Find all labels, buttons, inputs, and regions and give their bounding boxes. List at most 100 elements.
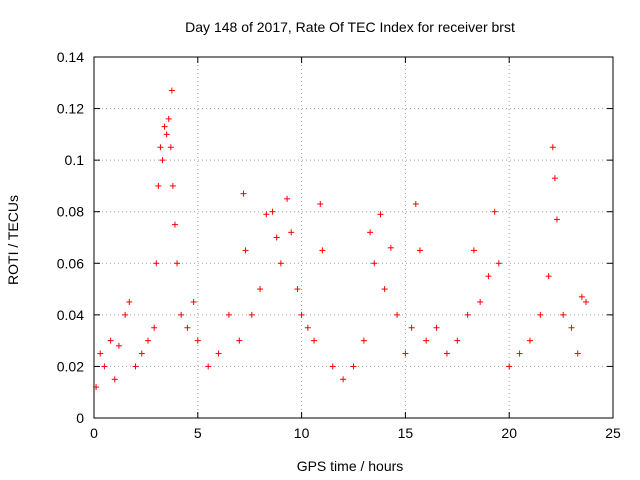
data-point	[163, 131, 170, 138]
data-point	[495, 260, 502, 267]
x-tick-label: 20	[501, 425, 517, 441]
data-point	[553, 216, 560, 223]
data-point	[151, 324, 158, 331]
data-point	[168, 87, 175, 94]
data-point	[169, 182, 176, 189]
x-axis-label: GPS time / hours	[297, 458, 404, 474]
y-tick-label: 0.02	[57, 358, 84, 374]
y-tick-label: 0.04	[57, 307, 84, 323]
data-point	[360, 337, 367, 344]
data-point	[97, 350, 104, 357]
data-point	[367, 229, 374, 236]
data-point	[394, 311, 401, 318]
data-point	[545, 273, 552, 280]
data-point	[153, 260, 160, 267]
data-point	[298, 311, 305, 318]
data-point	[551, 175, 558, 182]
data-point	[257, 286, 264, 293]
y-tick-label: 0.08	[57, 204, 84, 220]
data-point	[167, 144, 174, 151]
data-point	[215, 350, 222, 357]
data-point	[277, 260, 284, 267]
data-point	[526, 337, 533, 344]
grid-lines	[94, 57, 613, 418]
data-point	[443, 350, 450, 357]
data-point	[93, 384, 100, 391]
data-point	[574, 350, 581, 357]
data-point	[269, 208, 276, 215]
data-point	[107, 337, 114, 344]
chart-title: Day 148 of 2017, Rate Of TEC Index for r…	[185, 19, 515, 35]
y-tick-label: 0.06	[57, 255, 84, 271]
x-tick-label: 15	[398, 425, 414, 441]
data-point	[317, 200, 324, 207]
x-tick-label: 25	[605, 425, 621, 441]
data-point	[516, 350, 523, 357]
data-point	[194, 337, 201, 344]
data-point	[583, 298, 590, 305]
y-axis-label: ROTI / TECUs	[5, 195, 21, 285]
data-point	[284, 195, 291, 202]
data-point	[263, 211, 270, 218]
data-point	[161, 123, 168, 130]
data-point	[174, 260, 181, 267]
data-point	[319, 247, 326, 254]
plot-frame	[93, 56, 614, 419]
data-point	[111, 376, 118, 383]
y-tick-label: 0.14	[57, 49, 84, 65]
y-tick-label: 0.12	[57, 101, 84, 117]
y-tick-label: 0	[76, 410, 84, 426]
data-point	[568, 324, 575, 331]
data-point	[155, 182, 162, 189]
data-point	[433, 324, 440, 331]
data-point	[273, 234, 280, 241]
data-point	[294, 286, 301, 293]
data-point	[329, 363, 336, 370]
data-point	[402, 350, 409, 357]
data-point	[377, 211, 384, 218]
data-point	[340, 376, 347, 383]
data-point	[470, 247, 477, 254]
data-point	[560, 311, 567, 318]
data-point	[416, 247, 423, 254]
data-point	[126, 298, 133, 305]
x-tick-label: 5	[194, 425, 202, 441]
data-point	[122, 311, 129, 318]
data-point	[288, 229, 295, 236]
data-point	[412, 200, 419, 207]
data-point	[350, 363, 357, 370]
data-point	[506, 363, 513, 370]
data-point	[387, 244, 394, 251]
data-point	[491, 208, 498, 215]
data-point	[423, 337, 430, 344]
data-point	[190, 298, 197, 305]
data-point	[381, 286, 388, 293]
data-point	[454, 337, 461, 344]
data-point	[304, 324, 311, 331]
data-point	[240, 190, 247, 197]
x-tick-label: 0	[90, 425, 98, 441]
data-point	[184, 324, 191, 331]
data-point	[248, 311, 255, 318]
data-point	[477, 298, 484, 305]
data-point	[157, 144, 164, 151]
data-point	[408, 324, 415, 331]
data-point	[171, 221, 178, 228]
data-point	[101, 363, 108, 370]
data-point	[165, 115, 172, 122]
x-tick-label: 10	[294, 425, 310, 441]
data-point	[485, 273, 492, 280]
data-point	[242, 247, 249, 254]
data-point	[537, 311, 544, 318]
data-point	[225, 311, 232, 318]
data-point	[236, 337, 243, 344]
data-point	[132, 363, 139, 370]
data-point	[549, 144, 556, 151]
data-point	[159, 157, 166, 164]
data-point	[371, 260, 378, 267]
data-points	[93, 87, 590, 391]
data-point	[205, 363, 212, 370]
data-point	[178, 311, 185, 318]
data-point	[115, 342, 122, 349]
